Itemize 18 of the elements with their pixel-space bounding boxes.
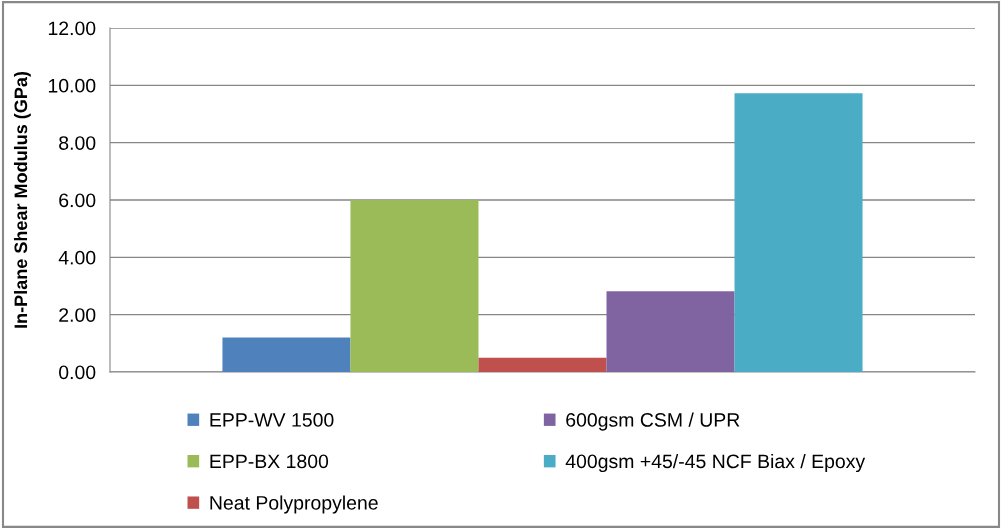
y-axis-title: In-Plane Shear Modulus (GPa) <box>13 71 31 328</box>
y-tick-label: 10.00 <box>48 78 96 93</box>
legend-label: 400gsm +45/-45 NCF Biax / Epoxy <box>565 453 866 473</box>
legend-label: EPP-BX 1800 <box>210 454 329 469</box>
legend-label: Neat Polypropylene <box>210 495 378 514</box>
y-tick-label: 2.00 <box>59 308 96 322</box>
legend-label: EPP-WV 1500 <box>210 413 334 427</box>
y-tick-label: 6.00 <box>59 193 96 208</box>
bar <box>734 93 863 372</box>
bar <box>222 337 351 372</box>
y-tick-label: 0.00 <box>59 365 96 380</box>
y-tick-label: 8.00 <box>59 136 96 150</box>
y-tick-label: 12.00 <box>48 21 96 36</box>
y-tick-label: 4.00 <box>58 250 96 265</box>
bar <box>350 200 479 372</box>
legend-label: 600gsm CSM / UPR <box>566 412 740 431</box>
bar <box>606 291 735 372</box>
bar <box>478 357 607 372</box>
